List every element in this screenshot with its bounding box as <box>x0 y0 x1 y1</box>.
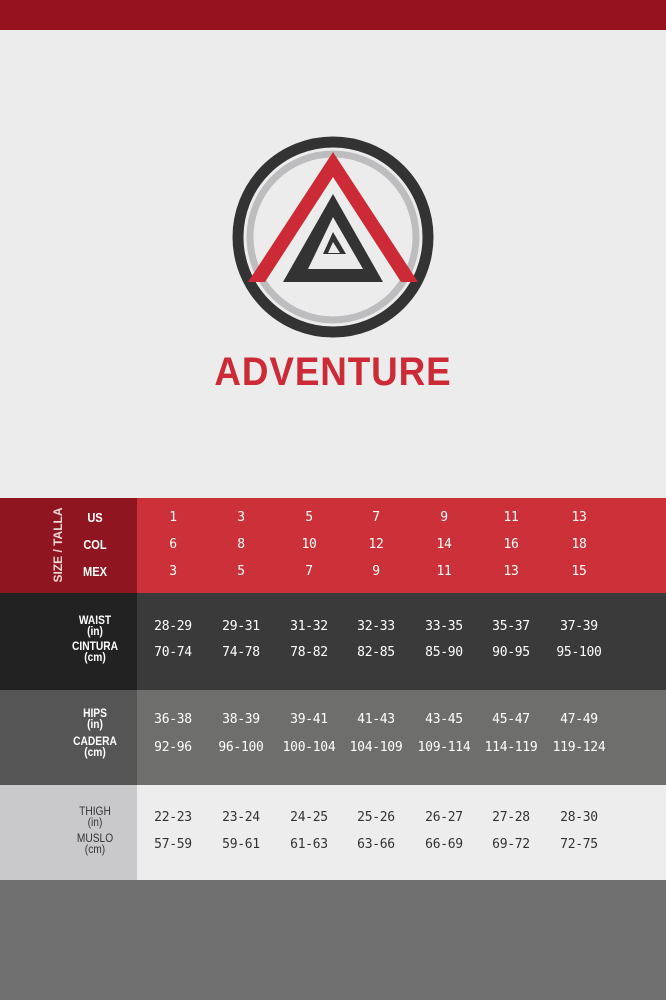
measure-unit: (cm) <box>84 650 106 664</box>
size-cell: 9 <box>372 564 380 579</box>
measure-cell: 104-109 <box>349 740 403 755</box>
measure-cell: 57-59 <box>154 837 192 852</box>
measure-cell: 33-35 <box>425 619 463 634</box>
size-cell: 14 <box>436 537 452 552</box>
measure-cell: 70-74 <box>154 645 192 660</box>
size-cell: 11 <box>436 564 452 579</box>
size-cell: 5 <box>237 564 245 579</box>
measure-cell: 119-124 <box>552 740 606 755</box>
measure-unit: (in) <box>87 717 103 731</box>
measure-cell: 23-24 <box>222 810 260 825</box>
measure-cell: 29-31 <box>222 619 260 634</box>
measure-cell: 85-90 <box>425 645 463 660</box>
size-cell: 12 <box>368 537 384 552</box>
size-section <box>0 498 666 593</box>
measure-row-label: MUSLO (cm) <box>14 831 176 856</box>
measure-row-label: CINTURA (cm) <box>14 639 176 664</box>
measure-cell: 114-119 <box>484 740 538 755</box>
measure-unit: (cm) <box>84 842 106 856</box>
top-banner <box>0 0 666 30</box>
size-cell: 1 <box>169 510 177 525</box>
measure-cell: 100-104 <box>282 740 336 755</box>
measure-cell: 63-66 <box>357 837 395 852</box>
measure-cell: 24-25 <box>290 810 328 825</box>
measure-cell: 41-43 <box>357 712 395 727</box>
size-cell: 3 <box>237 510 245 525</box>
measure-unit: (cm) <box>84 745 106 759</box>
size-cell: 3 <box>169 564 177 579</box>
hips-section <box>0 690 666 785</box>
size-cell: 5 <box>305 510 313 525</box>
size-cell: 7 <box>372 510 380 525</box>
measure-cell: 35-37 <box>492 619 530 634</box>
measure-cell: 95-100 <box>556 645 602 660</box>
measure-cell: 37-39 <box>560 619 598 634</box>
size-cell: 8 <box>237 537 245 552</box>
size-cell: 7 <box>305 564 313 579</box>
size-cell: 15 <box>571 564 587 579</box>
measure-cell: 96-100 <box>218 740 264 755</box>
size-cell: 13 <box>503 564 519 579</box>
size-cell: 11 <box>503 510 519 525</box>
measure-cell: 36-38 <box>154 712 192 727</box>
measure-cell: 66-69 <box>425 837 463 852</box>
measure-cell: 39-41 <box>290 712 328 727</box>
measure-cell: 61-63 <box>290 837 328 852</box>
measure-name: THIGH <box>79 804 111 818</box>
measure-cell: 74-78 <box>222 645 260 660</box>
measure-unit: (in) <box>87 815 103 829</box>
measure-cell: 92-96 <box>154 740 192 755</box>
measure-row-label: CADERA (cm) <box>14 734 176 759</box>
measure-cell: 45-47 <box>492 712 530 727</box>
measure-name: HIPS <box>83 706 107 720</box>
size-row-label: COL <box>83 537 107 552</box>
measure-cell: 82-85 <box>357 645 395 660</box>
size-cell: 13 <box>571 510 587 525</box>
measure-cell: 28-30 <box>560 810 598 825</box>
measure-name: CINTURA <box>72 639 118 653</box>
measure-cell: 109-114 <box>417 740 471 755</box>
measure-cell: 32-33 <box>357 619 395 634</box>
footer-band <box>0 880 666 1000</box>
size-cell: 16 <box>503 537 519 552</box>
measure-cell: 28-29 <box>154 619 192 634</box>
brand-name: ADVENTURE <box>214 350 452 394</box>
size-cell: 6 <box>169 537 177 552</box>
measure-name: CADERA <box>73 734 117 748</box>
measure-row-label: THIGH (in) <box>14 804 176 829</box>
measure-cell: 27-28 <box>492 810 530 825</box>
measure-cell: 72-75 <box>560 837 598 852</box>
measure-unit: (in) <box>87 624 103 638</box>
measure-cell: 22-23 <box>154 810 192 825</box>
measure-cell: 38-39 <box>222 712 260 727</box>
size-cell: 9 <box>440 510 448 525</box>
measure-name: WAIST <box>78 613 112 627</box>
measure-cell: 69-72 <box>492 837 530 852</box>
size-row-label: US <box>87 510 103 525</box>
measure-cell: 90-95 <box>492 645 530 660</box>
measure-row-label: WAIST (in) <box>14 613 176 638</box>
measure-cell: 43-45 <box>425 712 463 727</box>
measure-name: MUSLO <box>76 831 114 845</box>
measure-cell: 47-49 <box>560 712 598 727</box>
adventure-logo-icon <box>232 136 434 338</box>
size-row-label: MEX <box>83 564 107 579</box>
waist-section <box>0 593 666 690</box>
measure-cell: 25-26 <box>357 810 395 825</box>
size-cell: 10 <box>301 537 317 552</box>
measure-cell: 59-61 <box>222 837 260 852</box>
measure-cell: 26-27 <box>425 810 463 825</box>
size-cell: 18 <box>571 537 587 552</box>
thigh-section <box>0 785 666 880</box>
measure-cell: 31-32 <box>290 619 328 634</box>
measure-cell: 78-82 <box>290 645 328 660</box>
measure-row-label: HIPS (in) <box>14 706 176 731</box>
